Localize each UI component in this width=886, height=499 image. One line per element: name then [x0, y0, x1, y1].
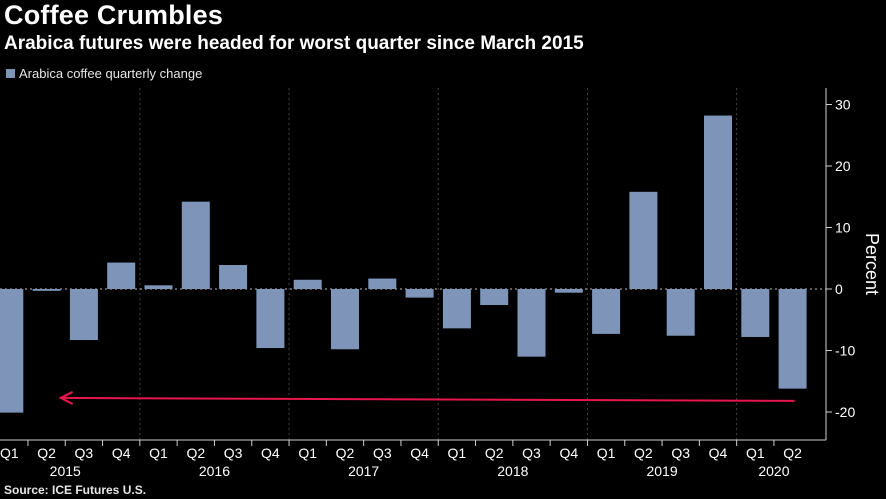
bar-20	[741, 289, 770, 337]
x-tick-label: Q4	[261, 445, 280, 461]
x-tick-label: Q2	[783, 445, 802, 461]
x-tick-label: Q3	[224, 445, 243, 461]
bar-18	[666, 289, 695, 336]
y-tick-label: -20	[835, 404, 855, 420]
arrow-shaft	[60, 396, 795, 402]
x-tick-label: Q1	[149, 445, 168, 461]
x-tick-label: Q1	[0, 445, 19, 461]
x-tick-label: Q2	[634, 445, 653, 461]
y-tick-label: 20	[835, 158, 851, 174]
year-label: 2015	[50, 463, 81, 479]
chart-title: Coffee Crumbles	[4, 0, 224, 30]
bar-10	[368, 278, 397, 289]
x-tick-label: Q3	[75, 445, 94, 461]
x-tick-label: Q2	[485, 445, 504, 461]
y-tick-label: 10	[835, 220, 851, 236]
x-tick-label: Q4	[559, 445, 578, 461]
y-tick-label: -10	[835, 343, 855, 359]
x-tick-label: Q1	[597, 445, 616, 461]
year-label: 2018	[497, 463, 528, 479]
year-label: 2017	[348, 463, 379, 479]
chart-subtitle: Arabica futures were headed for worst qu…	[4, 33, 584, 54]
legend-label: Arabica coffee quarterly change	[19, 66, 203, 81]
bar-3	[107, 262, 136, 289]
bar-8	[293, 279, 322, 289]
x-tick-label: Q3	[373, 445, 392, 461]
bar-21	[778, 289, 807, 389]
y-axis-label: Percent	[862, 233, 882, 295]
x-tick-label: Q4	[410, 445, 429, 461]
x-tick-label: Q1	[448, 445, 467, 461]
x-tick-label: Q1	[746, 445, 765, 461]
bar-11	[405, 289, 434, 298]
x-tick-label: Q3	[522, 445, 541, 461]
y-tick-label: 0	[835, 281, 843, 297]
bar-0	[0, 289, 24, 413]
bar-13	[480, 289, 509, 305]
bar-12	[442, 289, 471, 329]
bar-17	[629, 191, 658, 289]
bar-19	[704, 115, 732, 289]
bar-6	[219, 265, 248, 289]
x-tick-label: Q2	[336, 445, 355, 461]
year-label: 2020	[758, 463, 789, 479]
chart-source: Source: ICE Futures U.S.	[4, 483, 147, 497]
bar-15	[554, 289, 583, 293]
bar-4	[144, 285, 173, 289]
y-tick-label: 30	[835, 97, 851, 113]
bar-1	[32, 289, 61, 291]
bar-16	[592, 289, 621, 334]
bar-14	[517, 289, 546, 357]
bar-9	[331, 289, 359, 350]
bar-7	[256, 289, 285, 349]
bar-2	[69, 289, 98, 341]
x-tick-label: Q2	[37, 445, 56, 461]
legend-swatch	[6, 69, 15, 78]
chart-legend: Arabica coffee quarterly change	[6, 66, 202, 81]
year-label: 2016	[199, 463, 230, 479]
bar-5	[181, 201, 210, 289]
x-tick-label: Q4	[112, 445, 131, 461]
x-tick-label: Q2	[186, 445, 205, 461]
x-tick-label: Q4	[709, 445, 728, 461]
arrow-head	[58, 391, 74, 405]
year-label: 2019	[646, 463, 677, 479]
x-tick-label: Q1	[298, 445, 317, 461]
x-tick-label: Q3	[671, 445, 690, 461]
